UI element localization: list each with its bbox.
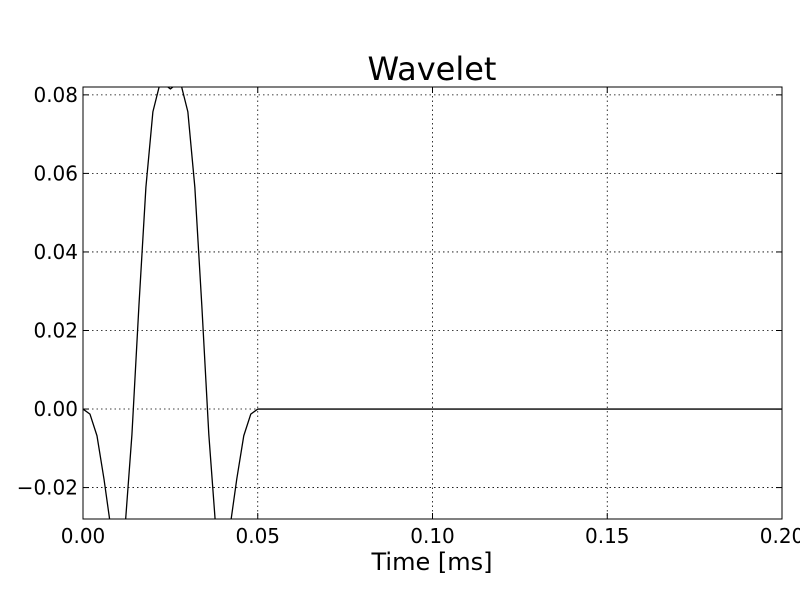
y-tick-label: −0.02 [17,476,78,500]
y-tick-label: 0.06 [33,161,78,185]
y-axis: −0.02 0.00 0.02 0.04 0.06 0.08 [17,83,782,500]
y-tick-label: 0.02 [33,318,78,342]
x-tick-label: 0.00 [61,524,106,548]
y-tick-label: 0.04 [33,240,78,264]
x-tick-label: 0.15 [585,524,630,548]
series-line [83,87,782,519]
x-axis-label: Time [ms] [371,548,493,576]
x-tick-label: 0.05 [235,524,280,548]
y-tick-label: 0.08 [33,83,78,107]
x-tick-label: 0.10 [410,524,455,548]
x-tick-label: 0.20 [760,524,800,548]
x-axis: 0.00 0.05 0.10 0.15 0.20 [61,87,800,548]
grid-lines [82,87,783,519]
series-layer [83,87,782,519]
y-tick-label: 0.00 [33,397,78,421]
chart-title: Wavelet [368,50,497,88]
